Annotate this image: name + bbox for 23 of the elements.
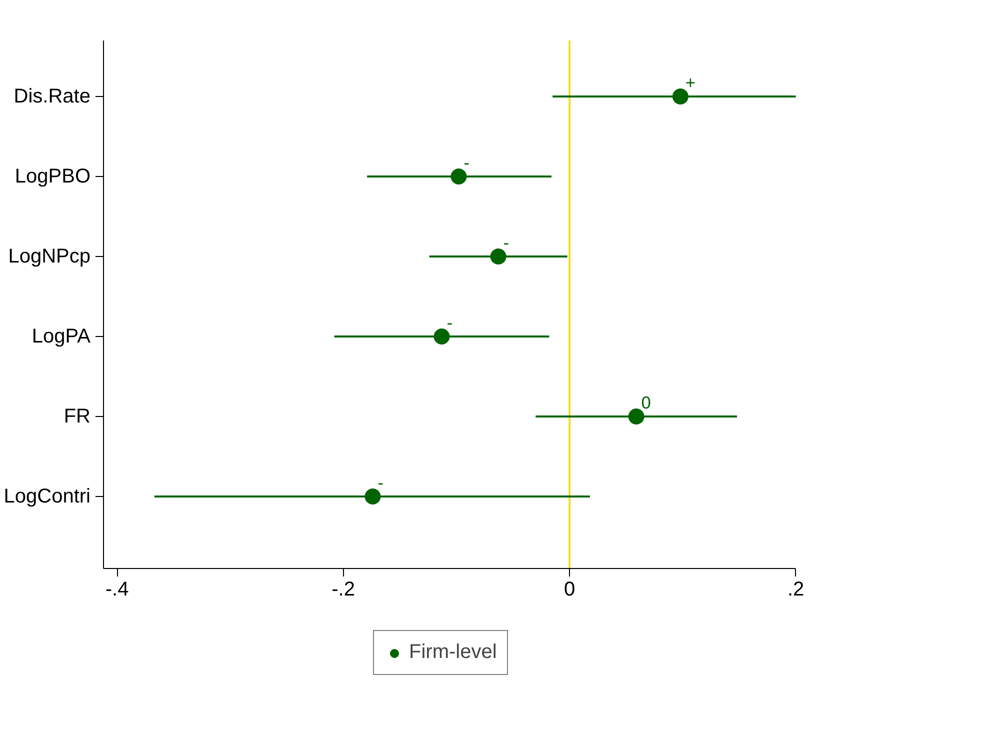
annotation: 0 bbox=[641, 392, 651, 412]
y-tick-label: Dis.Rate bbox=[14, 86, 91, 108]
annotation: + bbox=[685, 72, 696, 92]
x-tick-label: 0 bbox=[564, 578, 576, 600]
x-tick-label: .2 bbox=[787, 578, 804, 600]
annotation: - bbox=[503, 232, 510, 252]
point bbox=[364, 488, 381, 504]
annotation: - bbox=[446, 312, 453, 332]
point bbox=[434, 328, 450, 344]
x-tick-label: -.2 bbox=[332, 578, 355, 600]
y-tick-label: LogPA bbox=[32, 326, 92, 348]
point bbox=[490, 248, 506, 264]
y-tick-label: LogPBO bbox=[14, 166, 91, 188]
point bbox=[672, 88, 688, 104]
y-tick-label: LogNPcp bbox=[8, 246, 91, 268]
legend-label: Firm-level bbox=[409, 641, 497, 664]
annotation: - bbox=[464, 152, 470, 172]
point bbox=[450, 168, 467, 184]
y-tick-label: FR bbox=[64, 406, 91, 428]
point bbox=[628, 408, 644, 424]
annotation: - bbox=[378, 472, 384, 492]
x-tick-label: -.4 bbox=[105, 578, 129, 600]
y-tick-label: LogContri bbox=[4, 486, 90, 508]
